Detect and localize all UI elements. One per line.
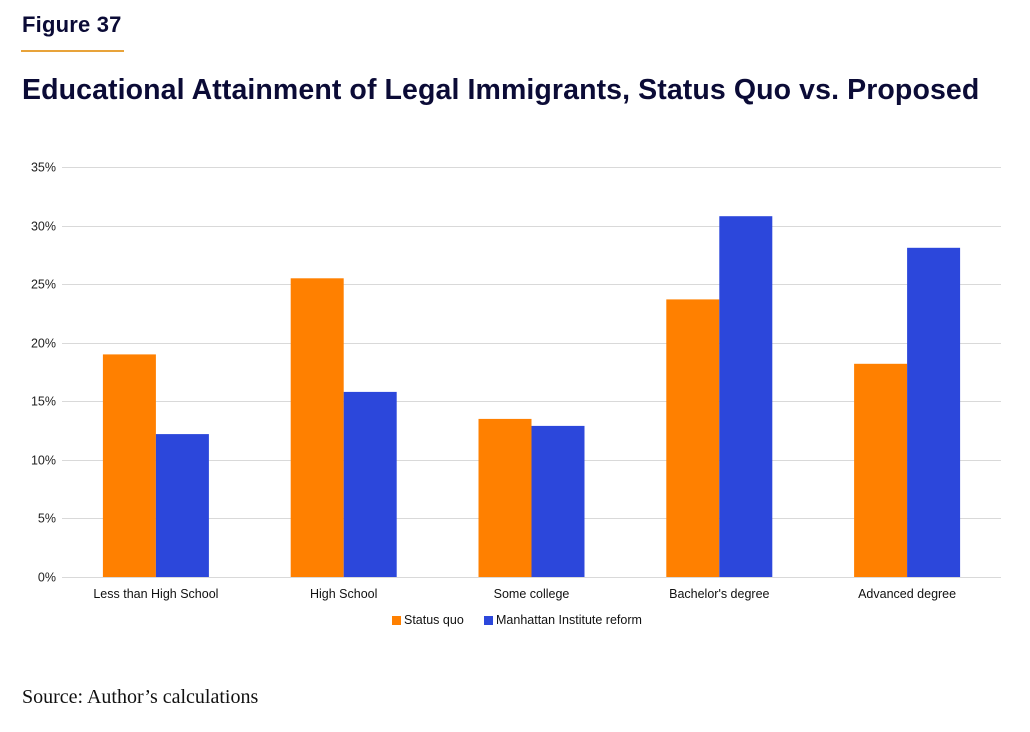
bar-reform [155,434,209,577]
legend-swatch-status-quo [392,615,401,625]
y-tick-label: 15% [31,395,56,409]
legend-swatch-reform [484,615,493,625]
figure-label: Figure 37 [22,12,122,37]
x-tick-label: Some college [494,587,570,601]
bar-status-quo [854,363,908,577]
legend-item-status-quo: Status quo [392,613,464,627]
legend-label-reform: Manhattan Institute reform [496,613,642,627]
legend-item-manhattan-institute-reform: Manhattan Institute reform [484,613,642,627]
bar-status-quo [290,278,344,577]
y-tick-label: 35% [31,161,56,175]
x-tick-label: High School [310,587,377,601]
y-tick-label: 20% [31,337,56,351]
y-tick-label: 0% [38,571,56,585]
bar-status-quo [478,418,532,577]
bar-reform [343,391,397,577]
x-axis-tick-labels: Less than High School High School Some col… [93,587,956,601]
gridlines [62,167,1001,578]
chart-title: Educational Attainment of Legal Immigran… [22,74,980,106]
y-axis-tick-labels: 0% 5% 10% 15% 20% 25% 30% 35% [31,161,56,585]
bars [102,216,961,578]
y-tick-label: 5% [38,512,56,526]
y-tick-label: 30% [31,220,56,234]
source-note: Source: Author’s calculations [22,686,259,708]
y-tick-label: 10% [31,454,56,468]
x-tick-label: Advanced degree [858,587,956,601]
bar-status-quo [102,354,156,577]
y-tick-label: 25% [31,278,56,292]
bar-reform [531,425,585,577]
x-tick-label: Bachelor's degree [669,587,769,601]
bar-reform [719,216,773,577]
legend: Status quo Manhattan Institute reform [0,613,1030,631]
legend-label-status-quo: Status quo [404,613,464,627]
x-tick-label: Less than High School [93,587,218,601]
bar-reform [907,247,961,578]
figure-label-underline [21,50,124,52]
bar-status-quo [666,299,720,577]
bar-chart: 0% 5% 10% 15% 20% 25% 30% 35% Less than High Sc… [31,161,1001,601]
